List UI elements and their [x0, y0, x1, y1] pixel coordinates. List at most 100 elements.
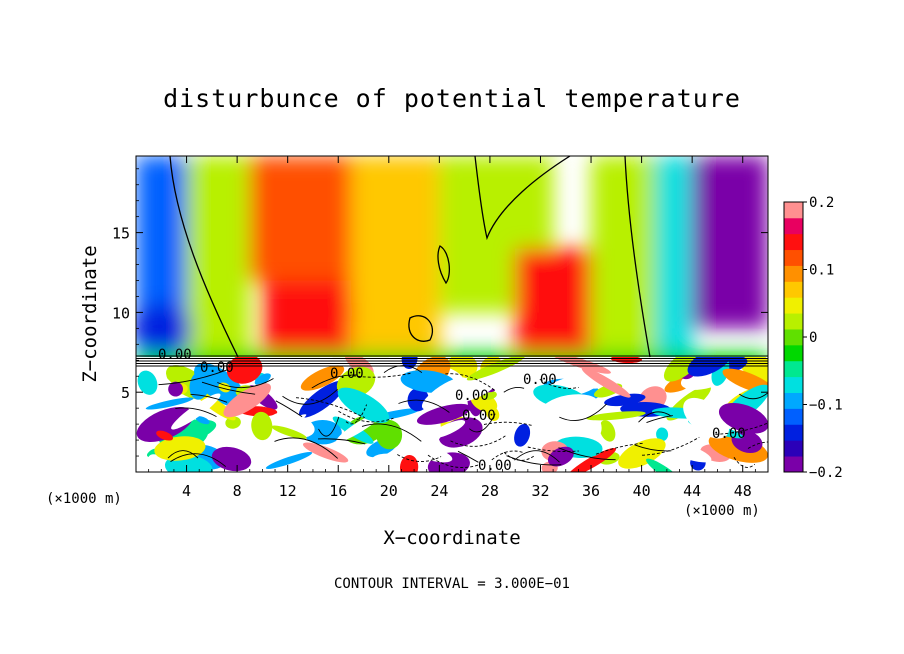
- lower-contour: [457, 450, 479, 463]
- contour-line-2: [624, 156, 651, 358]
- lower-contour: [747, 441, 768, 449]
- lower-contour: [506, 455, 562, 466]
- colorbar-segment: [784, 344, 803, 362]
- x-axis-label: X−coordinate: [383, 527, 521, 549]
- lower-blob: [300, 365, 345, 391]
- lower-blob: [661, 440, 712, 463]
- lower-contour: [274, 437, 339, 459]
- x-unit-label-left: (×1000 m): [46, 491, 122, 507]
- field-region-2: [249, 156, 351, 281]
- lower-blob: [514, 423, 531, 447]
- colorbar-ticks: 0.2 0.1 0 −0.1 −0.2: [803, 195, 843, 481]
- lower-contour: [275, 400, 303, 418]
- lower-contour: [559, 403, 607, 421]
- lower-blob: [154, 436, 206, 461]
- contour-label: 0.00: [455, 388, 489, 404]
- lower-contour: [383, 365, 423, 373]
- lower-contour: [317, 438, 366, 445]
- lower-contour: [638, 411, 672, 423]
- lower-blob: [618, 438, 666, 469]
- lower-contour: [539, 379, 579, 389]
- lower-blob: [599, 420, 616, 442]
- contour-label: 0.00: [158, 347, 192, 363]
- lower-contour: [175, 407, 217, 417]
- lower-blob: [718, 402, 768, 434]
- colorbar-segment: [784, 440, 803, 457]
- lower-blob: [683, 397, 730, 439]
- field-accent-min: [714, 178, 747, 319]
- lower-blob: [465, 460, 503, 472]
- colorbar-segment: [784, 281, 803, 298]
- colorbar-segment: [784, 313, 803, 330]
- lower-blob: [148, 454, 178, 472]
- chart-title: disturbunce of potential temperature: [163, 84, 741, 113]
- lower-blob: [189, 370, 210, 400]
- colorbar-segment: [784, 456, 803, 473]
- x-tick-label: 48: [734, 482, 752, 500]
- lower-contour: [398, 399, 450, 413]
- lower-blob: [168, 381, 184, 397]
- y-axis-ticks: 5 10 15: [112, 168, 768, 457]
- lower-blob: [430, 420, 466, 439]
- colorbar: [783, 201, 804, 473]
- lower-blob: [337, 387, 390, 423]
- colorbar-segment: [784, 360, 803, 378]
- colorbar-segment: [784, 233, 803, 251]
- lower-blob: [298, 380, 345, 418]
- lower-contour: [514, 450, 560, 463]
- lower-contour: [167, 450, 199, 459]
- x-tick-label: 12: [279, 482, 297, 500]
- x-tick-label: 20: [380, 482, 398, 500]
- colorbar-tick-label: 0: [809, 330, 817, 346]
- field-accent-low: [136, 303, 192, 354]
- lower-blob: [586, 411, 646, 421]
- lower-blob: [567, 447, 616, 472]
- contour-lines: [136, 156, 768, 468]
- lower-blob: [485, 405, 500, 421]
- y-tick-label: 5: [121, 384, 130, 402]
- colorbar-segment: [784, 249, 803, 266]
- x-tick-label: 28: [481, 482, 499, 500]
- lower-blob: [604, 393, 646, 407]
- lower-contour: [503, 451, 534, 461]
- x-unit-label-right: (×1000 m): [684, 503, 760, 519]
- contour-label: 0.00: [478, 458, 512, 474]
- lower-contour: [739, 392, 768, 400]
- contour-line-1: [474, 156, 571, 241]
- lower-contour: [558, 447, 616, 461]
- x-tick-label: 8: [233, 482, 242, 500]
- lower-blob: [409, 445, 453, 463]
- lower-blob: [483, 391, 497, 400]
- colorbar-segment: [784, 408, 803, 425]
- lower-contour: [634, 444, 672, 452]
- field-accent-max-2: [523, 251, 584, 342]
- lower-blob: [251, 411, 273, 441]
- lower-contour: [217, 378, 274, 389]
- field-accent-max-1: [272, 282, 353, 343]
- x-tick-label: 44: [683, 482, 701, 500]
- colorbar-segment: [784, 424, 803, 441]
- lower-contour: [345, 404, 368, 425]
- lower-blob: [663, 357, 703, 382]
- lower-contour: [450, 435, 506, 447]
- lower-blob: [687, 357, 732, 377]
- lower-blob: [401, 357, 418, 369]
- lower-blob: [211, 446, 252, 472]
- colorbar-segment: [784, 392, 803, 409]
- lower-blob: [223, 383, 271, 418]
- field-region-1: [186, 156, 250, 353]
- contour-line-4: [408, 315, 434, 342]
- colorbar-segment: [784, 217, 803, 235]
- lower-blob: [171, 393, 221, 430]
- lower-contour: [733, 456, 756, 468]
- lower-contour: [295, 397, 365, 419]
- lower-contour: [311, 374, 357, 389]
- contour-label: 0.00: [330, 366, 364, 382]
- x-tick-label: 24: [430, 482, 448, 500]
- x-tick-label: 36: [582, 482, 600, 500]
- lower-contour: [427, 454, 479, 468]
- colorbar-tick-label: −0.2: [809, 465, 843, 481]
- colorbar-segment: [784, 265, 803, 282]
- contour-label: 0.00: [712, 426, 746, 442]
- contour-label: 0.00: [523, 372, 557, 388]
